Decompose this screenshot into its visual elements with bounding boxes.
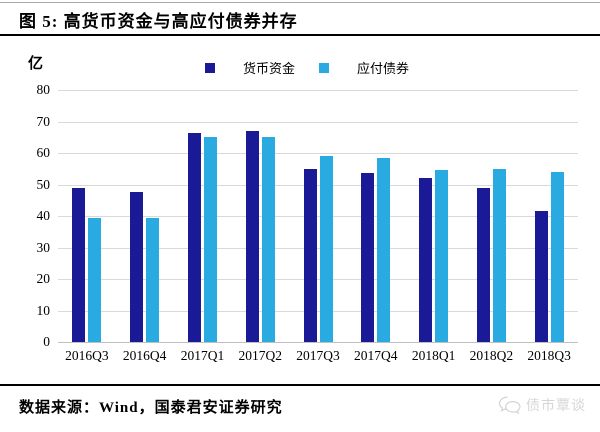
y-axis-unit-label: 亿 [28,56,44,72]
bottom-divider [0,384,600,386]
bar-应付债券-2018Q1 [435,170,449,342]
gridline [58,121,578,123]
y-tick-label: 50 [36,176,51,192]
bar-货币资金-2016Q4 [130,192,144,342]
bar-group-2017Q2 [231,90,289,342]
figure-title: 图 5: 高货币资金与高应付债券并存 [19,12,298,31]
x-tick-label: 2016Q3 [65,348,109,363]
y-tick-label: 0 [43,334,50,349]
bar-货币资金-2017Q2 [245,130,259,342]
bar-group-2017Q4 [347,90,405,342]
bar-应付债券-2017Q2 [261,137,275,342]
x-tick-label: 2017Q4 [354,348,398,363]
bar-group-2018Q1 [405,90,463,342]
bar-货币资金-2017Q4 [361,173,375,342]
x-tick-label: 2017Q2 [238,348,282,363]
gridline [58,310,578,312]
bar-group-2018Q3 [520,90,578,342]
bar-货币资金-2018Q2 [476,187,490,342]
x-tick-label: 2017Q1 [180,348,225,363]
bar-应付债券-2018Q2 [492,168,506,342]
x-tick-label: 2017Q3 [296,348,340,363]
bar-应付债券-2017Q1 [203,137,217,342]
x-axis-labels: 2016Q3 2016Q4 2017Q1 2017Q2 2017Q3 2017Q4 2018… [58,348,578,364]
y-tick-label: 30 [36,239,51,255]
bar-货币资金-2018Q3 [534,211,548,342]
watermark-text: 债市覃谈 [526,399,586,414]
x-tick-label: 2018Q2 [469,348,514,363]
chart-plot-area: 0 10 20 30 40 50 60 70 80 2016Q3 2016Q4 2017Q1 2017… [37,82,578,363]
title-divider [0,34,600,36]
x-tick-label: 2018Q3 [527,348,571,363]
x-tick-label: 2018Q1 [411,348,456,363]
gridline [58,90,578,91]
legend-label-series1: 货币资金 [243,61,296,76]
y-axis-labels: 0 10 20 30 40 50 60 70 80 [12,82,51,349]
gridline [58,247,578,249]
gridline [58,279,578,280]
top-divider [0,2,600,3]
y-tick-label: 10 [36,302,51,318]
gridline [58,184,578,186]
chart-legend: 货币资金 应付债券 [205,58,409,77]
bar-货币资金-2017Q3 [303,168,317,342]
y-tick-label: 60 [36,145,51,160]
legend-item-series1: 货币资金 [205,58,295,77]
data-source-note: 数据来源：Wind，国泰君安证券研究 [19,400,283,416]
bar-应付债券-2016Q4 [146,217,160,342]
y-tick-label: 80 [36,82,51,97]
bar-货币资金-2018Q1 [419,178,433,342]
bar-group-2016Q3 [58,90,116,342]
bar-group-2017Q3 [289,90,347,342]
bar-应付债券-2018Q3 [550,171,564,342]
y-tick-label: 40 [36,208,51,223]
legend-swatch-lightblue [319,62,330,73]
watermark: 债市覃谈 [498,395,586,415]
legend-label-series2: 应付债券 [357,61,410,76]
gridlines-layer [58,90,578,343]
y-tick-label: 20 [36,271,51,286]
x-axis-baseline [58,342,578,343]
x-tick-label: 2016Q4 [122,348,167,363]
bar-group-2017Q1 [174,90,232,342]
legend-item-series2: 应付债券 [319,58,409,77]
y-tick-label: 70 [36,113,51,129]
bar-货币资金-2016Q3 [72,187,86,342]
bar-应付债券-2017Q4 [377,157,391,342]
bar-货币资金-2017Q1 [187,132,201,342]
bar-应付债券-2017Q3 [319,156,333,342]
speech-bubbles-icon [498,396,522,414]
gridline [58,153,578,154]
legend-swatch-navy [205,62,215,73]
bar-groups-layer [58,90,578,342]
gridline [58,216,578,217]
bar-group-2018Q2 [462,90,520,342]
bar-应付债券-2016Q3 [88,217,102,342]
bar-group-2016Q4 [116,90,174,342]
